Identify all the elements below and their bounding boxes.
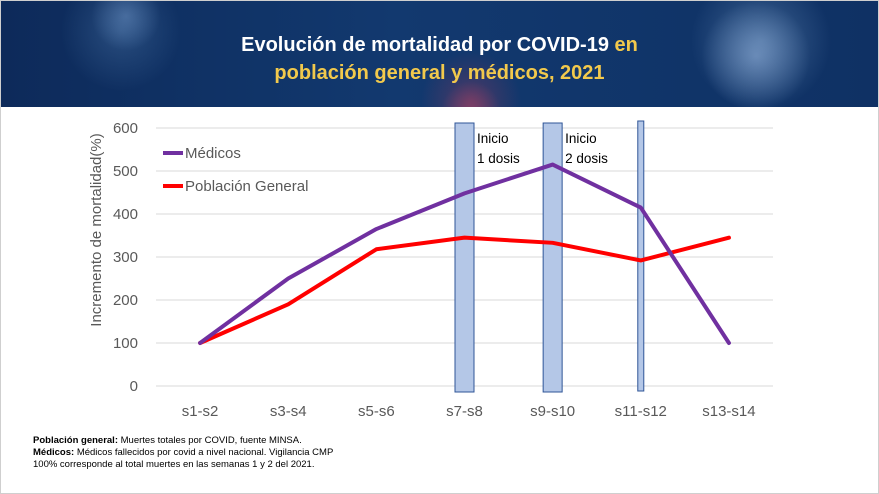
- virus-image-right: [701, 1, 811, 107]
- x-tick-label-s1-s2: s1-s2: [182, 403, 219, 420]
- y-axis-tick-labels: 0 100 200 300 400 500 600: [113, 120, 138, 395]
- series-line-médicos: [198, 162, 731, 345]
- mortality-line-chart: Inicio 1 dosis Inicio 2 dosis 0 100 200 300 400…: [88, 120, 773, 420]
- legend-label-1: Población General: [185, 178, 308, 195]
- chart-legend: Médicos Población General: [163, 145, 308, 195]
- y-tick-label-200: 200: [113, 292, 138, 309]
- footnote-medicos-text: Médicos fallecidos por covid a nivel nac…: [74, 447, 334, 458]
- footnote-poblacion-label: Población general:: [33, 435, 118, 446]
- slide-title: Evolución de mortalidad por COVID-19 en …: [1, 31, 878, 87]
- footnote-medicos-label: Médicos:: [33, 447, 75, 458]
- band-annotation-line1-s9-s10: Inicio: [565, 131, 597, 146]
- x-axis-tick-labels: s1-s2 s3-s4 s5-s6 s7-s8 s9-s10 s11-s12 s13-s14: [182, 403, 756, 420]
- vaccine-band-s7-s8: [454, 122, 475, 393]
- chart-series: [198, 162, 731, 345]
- title-banner: Evolución de mortalidad por COVID-19 en …: [1, 1, 878, 107]
- x-tick-label-s11-s12: s11-s12: [615, 403, 667, 420]
- x-tick-label-s13-s14: s13-s14: [702, 403, 755, 420]
- title-yellow-text-1: en: [614, 34, 638, 56]
- footnote-poblacion: Población general: Muertes totales por C…: [33, 435, 333, 447]
- title-line-1: Evolución de mortalidad por COVID-19 en: [1, 31, 878, 59]
- y-tick-label-100: 100: [113, 335, 138, 352]
- y-tick-label-300: 300: [113, 249, 138, 266]
- title-white-text: Evolución de mortalidad por COVID-19: [241, 34, 609, 56]
- x-tick-label-s5-s6: s5-s6: [358, 403, 395, 420]
- y-axis-label: Incremento de mortalidad(%): [88, 133, 105, 326]
- y-tick-label-600: 600: [113, 120, 138, 137]
- footnote-medicos: Médicos: Médicos fallecidos por covid a …: [33, 447, 333, 459]
- x-tick-label-s3-s4: s3-s4: [270, 403, 307, 420]
- legend-label-0: Médicos: [185, 145, 241, 162]
- vaccine-band-s11-s12: [637, 120, 645, 392]
- footnotes: Población general: Muertes totales por C…: [33, 435, 333, 471]
- band-annotation-line2-s7-s8: 1 dosis: [477, 151, 520, 166]
- y-tick-label-400: 400: [113, 206, 138, 223]
- x-tick-label-s7-s8: s7-s8: [446, 403, 483, 420]
- footnote-reference: 100% corresponde al total muertes en las…: [33, 459, 315, 470]
- vaccine-bands: Inicio 1 dosis Inicio 2 dosis: [454, 120, 645, 393]
- band-annotation-line2-s9-s10: 2 dosis: [565, 151, 608, 166]
- vaccine-band-s9-s10: [542, 122, 563, 393]
- series-line-población-general: [198, 235, 731, 345]
- footnote-poblacion-text: Muertes totales por COVID, fuente MINSA.: [118, 435, 302, 446]
- y-tick-label-500: 500: [113, 163, 138, 180]
- band-annotation-line1-s7-s8: Inicio: [477, 131, 509, 146]
- x-tick-label-s9-s10: s9-s10: [530, 403, 575, 420]
- title-line-2: población general y médicos, 2021: [274, 62, 605, 84]
- y-tick-label-0: 0: [130, 378, 138, 395]
